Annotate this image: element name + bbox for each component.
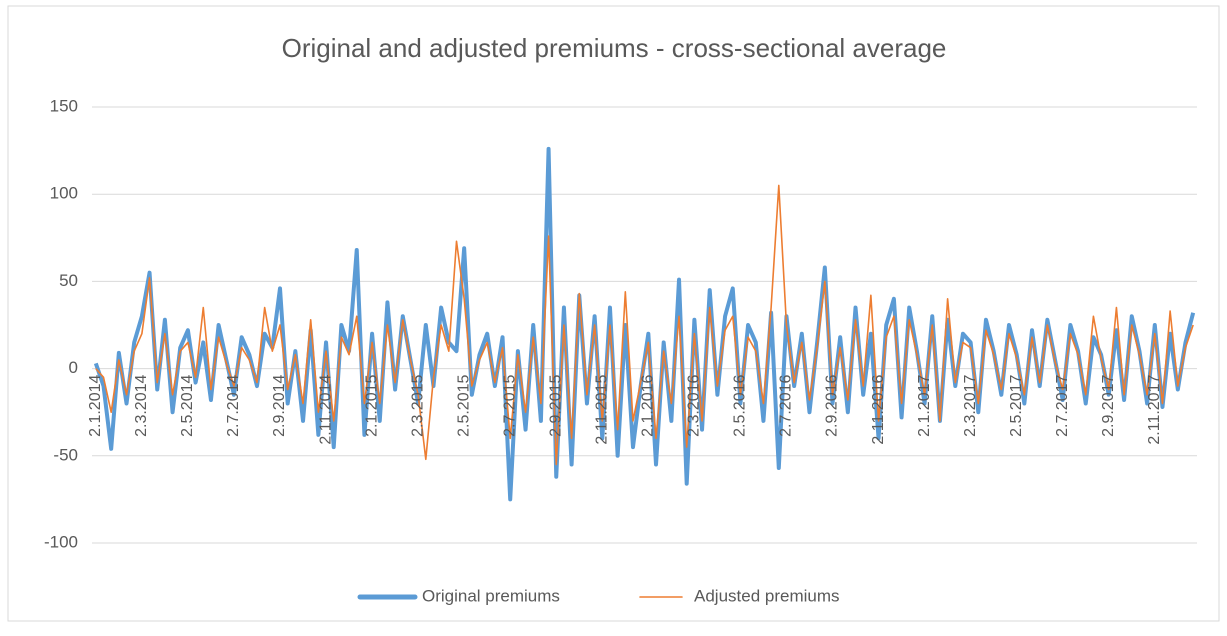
x-tick-label: 2.3.2017 (962, 374, 979, 436)
x-tick-label: 2.7.2017 (1054, 374, 1071, 436)
y-tick-label: 100 (50, 184, 78, 203)
x-tick-label: 2.9.2016 (824, 374, 841, 436)
x-tick-label: 2.5.2017 (1008, 374, 1025, 436)
x-tick-label: 2.3.2015 (409, 374, 426, 436)
x-tick-label: 2.9.2014 (271, 374, 288, 436)
x-tick-label: 2.7.2014 (225, 374, 242, 436)
legend-label: Adjusted premiums (694, 586, 840, 605)
chart-title: Original and adjusted premiums - cross-s… (282, 33, 947, 63)
x-tick-label: 2.11.2016 (870, 375, 887, 445)
x-tick-label: 2.11.2014 (317, 375, 334, 445)
x-tick-label: 2.9.2015 (547, 374, 564, 436)
y-tick-label: -100 (44, 532, 78, 551)
x-tick-label: 2.5.2014 (179, 374, 196, 436)
x-tick-label: 2.3.2016 (686, 374, 703, 436)
x-tick-label: 2.11.2015 (594, 375, 611, 445)
x-tick-label: 2.5.2016 (732, 374, 749, 436)
x-tick-label: 2.1.2017 (916, 374, 933, 436)
x-tick-label: 2.1.2016 (640, 374, 657, 436)
x-tick-label: 2.3.2014 (133, 374, 150, 436)
x-tick-label: 2.1.2014 (87, 374, 104, 436)
chart-border (7, 5, 1220, 622)
x-tick-label: 2.9.2017 (1100, 374, 1117, 436)
x-tick-label: 2.5.2015 (455, 374, 472, 436)
y-tick-label: -50 (53, 445, 78, 464)
x-tick-label: 2.1.2015 (363, 374, 380, 436)
x-tick-label: 2.11.2017 (1146, 375, 1163, 445)
legend-label: Original premiums (422, 586, 560, 605)
y-tick-label: 50 (59, 271, 78, 290)
x-tick-label: 2.7.2016 (778, 374, 795, 436)
x-tick-label: 2.7.2015 (501, 374, 518, 436)
y-tick-label: 0 (69, 358, 78, 377)
series-line (95, 184, 1194, 466)
y-tick-label: 150 (50, 96, 78, 115)
